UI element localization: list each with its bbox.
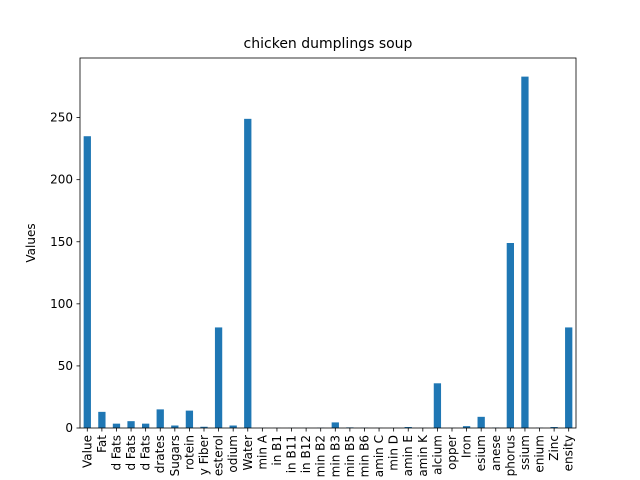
x-tick-label-20: amin C xyxy=(372,435,386,477)
x-tick-label-21: min D xyxy=(387,435,401,471)
x-tick-label-3: d Fats xyxy=(124,435,138,471)
y-tick-label-0: 0 xyxy=(65,421,73,435)
x-tick-label-9: esterol xyxy=(212,435,226,476)
x-tick-label-31: enium xyxy=(533,435,547,473)
x-tick-label-1: Fat xyxy=(95,435,109,453)
bar-5 xyxy=(156,409,164,428)
plot-frame xyxy=(79,57,577,429)
chart-title: chicken dumplings soup xyxy=(244,36,413,52)
x-tick-label-13: in B1 xyxy=(270,435,284,466)
x-axis: Value Fat d Fats d Fats d Fats drates Sugars ro… xyxy=(80,428,576,477)
x-tick-label-33: ensity xyxy=(562,435,576,471)
x-tick-label-29: phorus xyxy=(503,435,517,476)
x-tick-label-18: min B5 xyxy=(343,435,357,477)
bar-3 xyxy=(127,421,135,428)
x-tick-label-22: amin E xyxy=(401,435,415,476)
bar-22 xyxy=(404,427,412,428)
bar-33 xyxy=(565,327,573,428)
x-tick-label-26: Iron xyxy=(460,435,474,458)
x-tick-label-4: d Fats xyxy=(139,435,153,471)
bar-9 xyxy=(214,327,223,428)
x-tick-label-5: drates xyxy=(153,435,167,473)
bar-27 xyxy=(477,416,485,428)
x-tick-label-30: ssium xyxy=(518,435,532,470)
x-tick-label-12: min A xyxy=(255,434,269,469)
bar-0 xyxy=(83,136,91,428)
x-tick-label-15: in B12 xyxy=(299,435,313,473)
bar-29 xyxy=(506,243,514,428)
x-tick-label-25: opper xyxy=(445,435,459,470)
x-tick-label-11: Water xyxy=(241,435,255,471)
bar-17 xyxy=(331,422,339,428)
x-tick-label-10: odium xyxy=(226,435,240,473)
bar-2 xyxy=(112,423,121,428)
y-tick-label-3: 150 xyxy=(50,235,73,249)
x-tick-label-14: in B11 xyxy=(285,435,299,473)
bar-30 xyxy=(521,76,529,429)
bar-8 xyxy=(200,426,208,428)
x-tick-label-8: y Fiber xyxy=(197,435,211,475)
y-tick-label-5: 250 xyxy=(50,111,73,125)
bar-4 xyxy=(142,423,150,428)
bars-group xyxy=(83,76,573,429)
bar-7 xyxy=(185,410,194,428)
x-tick-label-24: alcium xyxy=(430,435,444,475)
x-tick-label-32: Zinc xyxy=(547,435,561,461)
x-tick-label-2: d Fats xyxy=(109,435,123,471)
bar-1 xyxy=(98,411,106,428)
y-axis: 0 50 100 150 200 250 xyxy=(50,111,80,435)
x-tick-label-28: anese xyxy=(489,435,503,471)
bar-6 xyxy=(171,425,179,428)
x-tick-label-23: amin K xyxy=(416,434,430,477)
x-tick-label-0: Value xyxy=(80,435,94,468)
x-tick-label-17: min B3 xyxy=(328,435,342,477)
y-tick-label-1: 50 xyxy=(58,359,73,373)
x-tick-label-19: min B6 xyxy=(357,435,371,477)
y-tick-label-4: 200 xyxy=(50,173,73,187)
x-tick-label-7: rotein xyxy=(182,435,196,470)
x-tick-label-27: esium xyxy=(474,435,488,471)
bar-32 xyxy=(550,427,558,428)
bar-10 xyxy=(229,425,237,428)
x-tick-label-16: min B2 xyxy=(314,435,328,477)
y-tick-label-2: 100 xyxy=(50,297,73,311)
bar-24 xyxy=(433,383,442,428)
x-tick-label-6: Sugars xyxy=(168,435,182,476)
bar-26 xyxy=(462,426,471,428)
y-axis-label: Values xyxy=(24,223,38,262)
bar-11 xyxy=(244,118,252,428)
